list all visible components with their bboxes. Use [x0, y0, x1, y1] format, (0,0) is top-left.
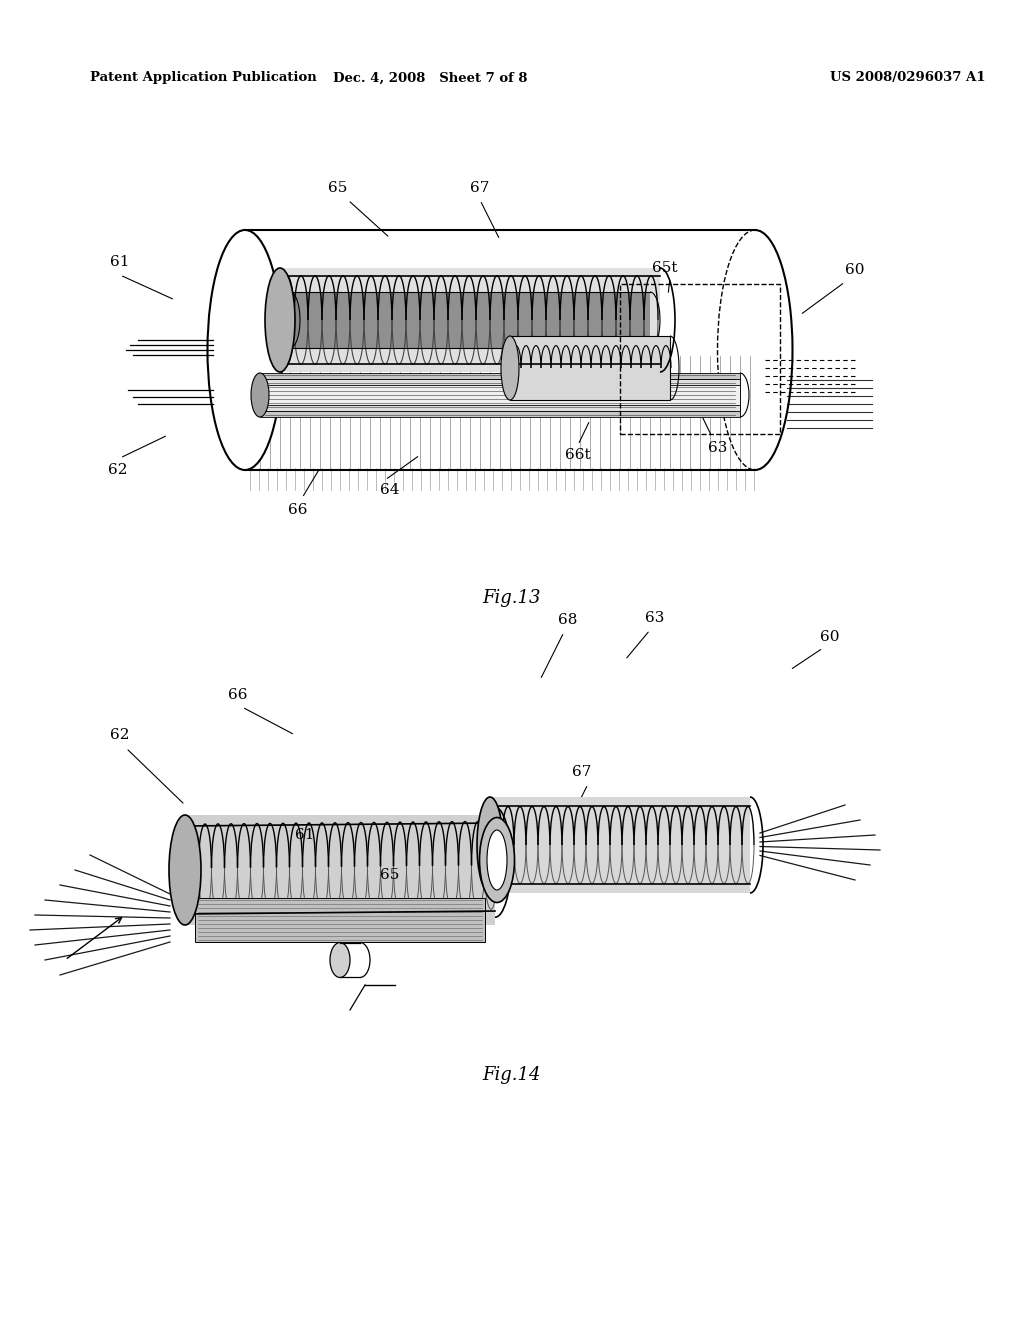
Bar: [510, 337, 670, 400]
Text: 60: 60: [845, 263, 864, 277]
Bar: [195, 898, 485, 942]
Text: 63: 63: [645, 611, 665, 624]
Bar: [260, 379, 740, 411]
Ellipse shape: [169, 814, 201, 925]
Ellipse shape: [479, 817, 514, 903]
Bar: [280, 268, 660, 372]
Text: 62: 62: [111, 729, 130, 742]
Text: 67: 67: [470, 181, 489, 195]
Ellipse shape: [501, 337, 519, 400]
Ellipse shape: [487, 830, 507, 890]
Bar: [245, 230, 755, 470]
Text: 65: 65: [329, 181, 348, 195]
Text: Fig.13: Fig.13: [482, 589, 542, 607]
Text: 61: 61: [295, 828, 314, 842]
Ellipse shape: [330, 942, 350, 978]
Text: 65: 65: [380, 869, 399, 882]
Bar: [260, 374, 740, 417]
Text: 68: 68: [558, 612, 578, 627]
Text: 66: 66: [228, 688, 248, 702]
Ellipse shape: [251, 374, 269, 417]
Ellipse shape: [280, 292, 300, 348]
Text: 66: 66: [288, 503, 308, 517]
Bar: [260, 385, 740, 405]
Text: US 2008/0296037 A1: US 2008/0296037 A1: [830, 71, 985, 84]
Text: Dec. 4, 2008   Sheet 7 of 8: Dec. 4, 2008 Sheet 7 of 8: [333, 71, 527, 84]
Text: 67: 67: [572, 766, 592, 779]
Text: 64: 64: [380, 483, 399, 498]
Bar: [185, 814, 495, 925]
Text: 60: 60: [820, 630, 840, 644]
Text: 61: 61: [111, 255, 130, 269]
Ellipse shape: [265, 268, 295, 372]
Text: 62: 62: [109, 463, 128, 477]
Bar: [490, 797, 750, 894]
Ellipse shape: [477, 797, 503, 894]
Text: Patent Application Publication: Patent Application Publication: [90, 71, 316, 84]
Text: 66t: 66t: [565, 447, 591, 462]
Text: 63: 63: [709, 441, 728, 455]
Bar: [620, 284, 780, 434]
Text: Fig.14: Fig.14: [482, 1067, 542, 1084]
Text: 65t: 65t: [652, 261, 678, 275]
Ellipse shape: [208, 230, 283, 470]
Bar: [290, 292, 650, 348]
